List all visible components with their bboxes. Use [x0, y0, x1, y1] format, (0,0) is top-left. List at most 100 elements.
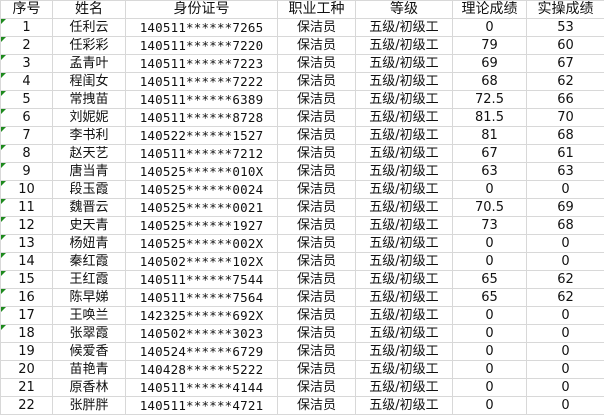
cell-practical-score[interactable]: 66 — [526, 90, 604, 109]
cell-id-number[interactable]: 140511******4144 — [125, 378, 278, 397]
cell-occupation[interactable]: 保洁员 — [277, 72, 356, 91]
cell-occupation[interactable]: 保洁员 — [277, 252, 356, 271]
cell-seq[interactable]: 7 — [0, 126, 53, 145]
cell-level[interactable]: 五级/初级工 — [355, 36, 453, 55]
cell-seq[interactable]: 21 — [0, 378, 53, 397]
cell-name[interactable]: 张翠霞 — [52, 324, 126, 343]
cell-practical-score[interactable]: 0 — [526, 378, 604, 397]
cell-name[interactable]: 候爱香 — [52, 342, 126, 361]
cell-practical-score[interactable]: 60 — [526, 36, 604, 55]
cell-level[interactable]: 五级/初级工 — [355, 90, 453, 109]
cell-seq[interactable]: 10 — [0, 180, 53, 199]
header-occupation[interactable]: 职业工种 — [277, 0, 356, 19]
cell-practical-score[interactable]: 68 — [526, 216, 604, 235]
cell-seq[interactable]: 14 — [0, 252, 53, 271]
cell-theory-score[interactable]: 81.5 — [452, 108, 527, 127]
cell-seq[interactable]: 6 — [0, 108, 53, 127]
cell-theory-score[interactable]: 0 — [452, 180, 527, 199]
cell-occupation[interactable]: 保洁员 — [277, 108, 356, 127]
cell-practical-score[interactable]: 68 — [526, 126, 604, 145]
cell-level[interactable]: 五级/初级工 — [355, 324, 453, 343]
cell-level[interactable]: 五级/初级工 — [355, 54, 453, 73]
cell-id-number[interactable]: 140522******1527 — [125, 126, 278, 145]
cell-practical-score[interactable]: 0 — [526, 342, 604, 361]
cell-theory-score[interactable]: 73 — [452, 216, 527, 235]
cell-seq[interactable]: 11 — [0, 198, 53, 217]
cell-practical-score[interactable]: 0 — [526, 252, 604, 271]
cell-level[interactable]: 五级/初级工 — [355, 126, 453, 145]
cell-occupation[interactable]: 保洁员 — [277, 324, 356, 343]
cell-practical-score[interactable]: 61 — [526, 144, 604, 163]
cell-seq[interactable]: 17 — [0, 306, 53, 325]
cell-theory-score[interactable]: 0 — [452, 396, 527, 415]
cell-name[interactable]: 王唤兰 — [52, 306, 126, 325]
cell-seq[interactable]: 22 — [0, 396, 53, 415]
cell-theory-score[interactable]: 0 — [452, 360, 527, 379]
cell-seq[interactable]: 20 — [0, 360, 53, 379]
cell-id-number[interactable]: 140525******0024 — [125, 180, 278, 199]
cell-name[interactable]: 原香林 — [52, 378, 126, 397]
cell-seq[interactable]: 1 — [0, 18, 53, 37]
cell-seq[interactable]: 18 — [0, 324, 53, 343]
cell-name[interactable]: 苗艳青 — [52, 360, 126, 379]
cell-id-number[interactable]: 140511******8728 — [125, 108, 278, 127]
cell-theory-score[interactable]: 68 — [452, 72, 527, 91]
cell-occupation[interactable]: 保洁员 — [277, 180, 356, 199]
header-level[interactable]: 等级 — [355, 0, 453, 19]
header-practical-score[interactable]: 实操成绩 — [526, 0, 604, 19]
cell-practical-score[interactable]: 0 — [526, 234, 604, 253]
cell-theory-score[interactable]: 0 — [452, 234, 527, 253]
cell-level[interactable]: 五级/初级工 — [355, 360, 453, 379]
cell-seq[interactable]: 13 — [0, 234, 53, 253]
cell-occupation[interactable]: 保洁员 — [277, 306, 356, 325]
cell-theory-score[interactable]: 67 — [452, 144, 527, 163]
cell-theory-score[interactable]: 63 — [452, 162, 527, 181]
cell-level[interactable]: 五级/初级工 — [355, 198, 453, 217]
cell-level[interactable]: 五级/初级工 — [355, 378, 453, 397]
cell-name[interactable]: 刘妮妮 — [52, 108, 126, 127]
header-theory-score[interactable]: 理论成绩 — [452, 0, 527, 19]
header-id-number[interactable]: 身份证号 — [125, 0, 278, 19]
cell-id-number[interactable]: 140525******002X — [125, 234, 278, 253]
cell-occupation[interactable]: 保洁员 — [277, 342, 356, 361]
cell-theory-score[interactable]: 65 — [452, 270, 527, 289]
cell-id-number[interactable]: 140525******1927 — [125, 216, 278, 235]
cell-theory-score[interactable]: 0 — [452, 306, 527, 325]
cell-level[interactable]: 五级/初级工 — [355, 180, 453, 199]
cell-id-number[interactable]: 140525******010X — [125, 162, 278, 181]
cell-theory-score[interactable]: 0 — [452, 378, 527, 397]
cell-level[interactable]: 五级/初级工 — [355, 270, 453, 289]
cell-name[interactable]: 王红霞 — [52, 270, 126, 289]
cell-name[interactable]: 段玉霞 — [52, 180, 126, 199]
cell-id-number[interactable]: 140428******5222 — [125, 360, 278, 379]
cell-level[interactable]: 五级/初级工 — [355, 306, 453, 325]
cell-name[interactable]: 陈早娣 — [52, 288, 126, 307]
cell-seq[interactable]: 8 — [0, 144, 53, 163]
cell-theory-score[interactable]: 81 — [452, 126, 527, 145]
cell-seq[interactable]: 19 — [0, 342, 53, 361]
cell-id-number[interactable]: 140502******102X — [125, 252, 278, 271]
cell-id-number[interactable]: 140511******7265 — [125, 18, 278, 37]
cell-theory-score[interactable]: 79 — [452, 36, 527, 55]
cell-occupation[interactable]: 保洁员 — [277, 234, 356, 253]
cell-occupation[interactable]: 保洁员 — [277, 126, 356, 145]
cell-level[interactable]: 五级/初级工 — [355, 252, 453, 271]
cell-occupation[interactable]: 保洁员 — [277, 396, 356, 415]
cell-occupation[interactable]: 保洁员 — [277, 270, 356, 289]
cell-occupation[interactable]: 保洁员 — [277, 54, 356, 73]
cell-occupation[interactable]: 保洁员 — [277, 162, 356, 181]
cell-name[interactable]: 魏晋云 — [52, 198, 126, 217]
cell-name[interactable]: 李书利 — [52, 126, 126, 145]
cell-practical-score[interactable]: 0 — [526, 324, 604, 343]
cell-practical-score[interactable]: 53 — [526, 18, 604, 37]
cell-level[interactable]: 五级/初级工 — [355, 108, 453, 127]
cell-level[interactable]: 五级/初级工 — [355, 288, 453, 307]
cell-level[interactable]: 五级/初级工 — [355, 144, 453, 163]
cell-practical-score[interactable]: 62 — [526, 72, 604, 91]
cell-name[interactable]: 唐当青 — [52, 162, 126, 181]
cell-seq[interactable]: 16 — [0, 288, 53, 307]
cell-level[interactable]: 五级/初级工 — [355, 234, 453, 253]
cell-occupation[interactable]: 保洁员 — [277, 36, 356, 55]
cell-practical-score[interactable]: 70 — [526, 108, 604, 127]
cell-name[interactable]: 史天青 — [52, 216, 126, 235]
